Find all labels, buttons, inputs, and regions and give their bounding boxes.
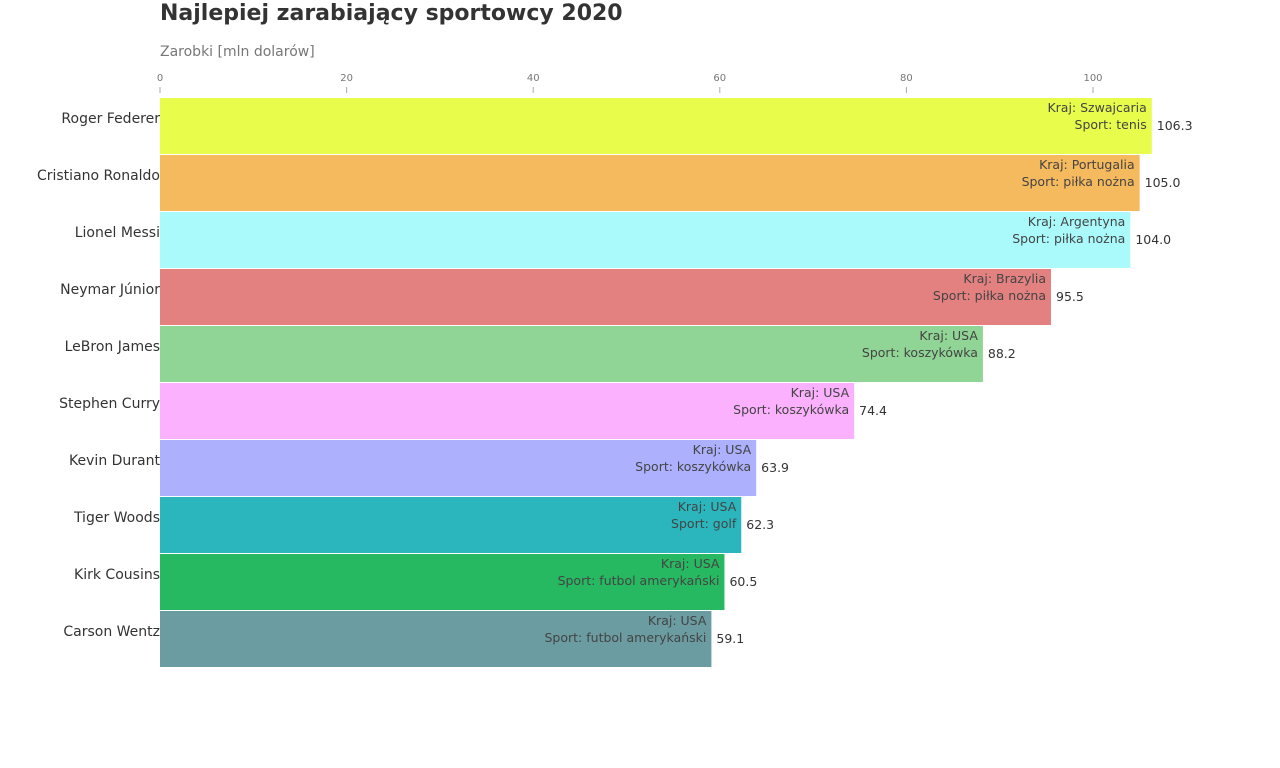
bar [160, 212, 1131, 268]
category-label: Roger Federer [61, 111, 160, 127]
value-label: 59.1 [716, 631, 744, 646]
x-axis: 0 20 40 60 80 100 [157, 73, 1103, 93]
x-tick-label: 60 [713, 73, 726, 84]
sport-label: Sport: tenis [1075, 117, 1147, 132]
sport-label: Sport: golf [671, 516, 737, 531]
country-label: Kraj: USA [648, 613, 707, 628]
country-label: Kraj: USA [678, 499, 737, 514]
bar [160, 155, 1140, 211]
sport-label: Sport: koszykówka [635, 459, 751, 474]
bar-row: Tiger Woods Kraj: USA Sport: golf 62.3 [73, 497, 774, 553]
x-tick-label: 100 [1083, 73, 1102, 84]
x-tick-label: 20 [340, 73, 353, 84]
value-label: 104.0 [1135, 232, 1171, 247]
value-label: 74.4 [859, 403, 887, 418]
x-tick-label: 0 [157, 73, 163, 84]
country-label: Kraj: Szwajcaria [1047, 100, 1146, 115]
country-label: Kraj: Portugalia [1039, 157, 1135, 172]
sport-label: Sport: koszykówka [733, 402, 849, 417]
category-label: LeBron James [65, 339, 160, 355]
bar [160, 269, 1052, 325]
country-label: Kraj: USA [693, 442, 752, 457]
sport-label: Sport: koszykówka [862, 345, 978, 360]
country-label: Kraj: Brazylia [963, 271, 1046, 286]
chart-title: Najlepiej zarabiający sportowcy 2020 [160, 1, 623, 26]
bar [160, 554, 725, 610]
value-label: 62.3 [746, 517, 774, 532]
x-tick-label: 40 [527, 73, 540, 84]
bar-row: Carson Wentz Kraj: USA Sport: futbol amery… [63, 611, 744, 667]
bar-row: Roger Federer Kraj: Szwajcaria Sport: teni… [61, 98, 1193, 154]
bar-row: LeBron James Kraj: USA Sport: koszykówka 88… [65, 326, 1016, 382]
value-label: 95.5 [1056, 289, 1084, 304]
bar-row: Cristiano Ronaldo Kraj: Portugalia Sport: … [37, 155, 1181, 211]
value-label: 106.3 [1157, 118, 1193, 133]
category-label: Neymar Júnior [60, 282, 160, 298]
bar [160, 326, 983, 382]
category-label: Tiger Woods [73, 510, 160, 526]
bar [160, 383, 855, 439]
x-tick-label: 80 [900, 73, 913, 84]
bar-row: Kirk Cousins Kraj: USA Sport: futbol amery… [74, 554, 757, 610]
sport-label: Sport: piłka nożna [1022, 174, 1135, 189]
category-label: Kevin Durant [69, 453, 160, 469]
country-label: Kraj: USA [661, 556, 720, 571]
value-label: 88.2 [988, 346, 1016, 361]
bar-row: Kevin Durant Kraj: USA Sport: koszykówka 63… [69, 440, 789, 496]
value-label: 60.5 [729, 574, 757, 589]
category-label: Lionel Messi [75, 225, 160, 241]
bar [160, 497, 742, 553]
country-label: Kraj: Argentyna [1028, 214, 1126, 229]
sport-label: Sport: futbol amerykański [558, 573, 720, 588]
value-label: 105.0 [1145, 175, 1181, 190]
x-axis-title: Zarobki [mln dolarów] [160, 44, 315, 60]
bar [160, 440, 757, 496]
sport-label: Sport: piłka nożna [933, 288, 1046, 303]
bar-row: Neymar Júnior Kraj: Brazylia Sport: piłka … [60, 269, 1084, 325]
category-label: Carson Wentz [63, 624, 160, 640]
bar [160, 611, 712, 667]
bar [160, 98, 1152, 154]
category-label: Kirk Cousins [74, 567, 160, 583]
bar-row: Lionel Messi Kraj: Argentyna Sport: piłka … [75, 212, 1171, 268]
bar-row: Stephen Curry Kraj: USA Sport: koszykówka 7… [59, 383, 887, 439]
category-label: Cristiano Ronaldo [37, 168, 160, 184]
sport-label: Sport: futbol amerykański [545, 630, 707, 645]
country-label: Kraj: USA [791, 385, 850, 400]
sport-label: Sport: piłka nożna [1012, 231, 1125, 246]
country-label: Kraj: USA [919, 328, 978, 343]
category-label: Stephen Curry [59, 396, 160, 412]
bars: Roger Federer Kraj: Szwajcaria Sport: teni… [37, 98, 1193, 667]
value-label: 63.9 [761, 460, 789, 475]
